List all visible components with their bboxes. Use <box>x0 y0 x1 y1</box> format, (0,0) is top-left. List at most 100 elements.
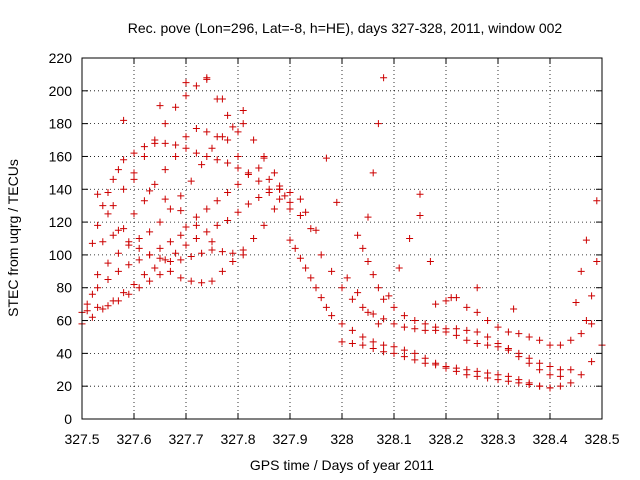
y-tick-label: 60 <box>56 313 72 329</box>
data-point <box>114 267 122 275</box>
data-point <box>380 341 388 349</box>
data-point <box>125 261 133 269</box>
data-point <box>104 259 112 267</box>
data-point <box>322 154 330 162</box>
y-tick-label: 40 <box>56 345 72 361</box>
data-point <box>140 152 148 160</box>
data-point <box>395 264 403 272</box>
data-point <box>192 235 200 242</box>
data-point <box>328 267 336 275</box>
grid-lines <box>82 58 602 419</box>
data-point <box>302 208 310 216</box>
data-point <box>494 323 502 331</box>
data-point <box>255 193 263 201</box>
data-point <box>218 267 226 275</box>
data-point <box>94 284 102 292</box>
x-tick-label: 327.6 <box>116 431 151 447</box>
data-point <box>281 192 289 200</box>
data-point <box>556 341 564 349</box>
data-point <box>177 207 185 215</box>
data-point <box>338 338 346 346</box>
data-point <box>484 317 492 325</box>
data-point <box>484 341 492 349</box>
y-tick-label: 100 <box>49 247 73 263</box>
data-point <box>354 289 362 297</box>
data-point <box>452 364 460 372</box>
data-point <box>421 359 429 367</box>
data-point <box>317 251 325 259</box>
y-tick-label: 160 <box>49 148 73 164</box>
data-point <box>406 235 414 242</box>
data-point <box>348 326 356 334</box>
data-point <box>192 221 200 229</box>
data-point <box>302 264 310 272</box>
data-point <box>291 244 299 252</box>
data-point <box>208 246 216 254</box>
data-point <box>166 267 174 275</box>
data-point <box>229 123 237 131</box>
data-point <box>338 320 346 328</box>
data-point <box>208 238 216 246</box>
data-point <box>364 213 372 221</box>
data-point <box>265 185 273 193</box>
data-point <box>161 166 169 174</box>
data-point <box>156 218 164 226</box>
y-tick-label: 20 <box>56 378 72 394</box>
y-tick-label: 120 <box>49 214 73 230</box>
data-point <box>390 320 398 328</box>
data-point <box>88 313 96 321</box>
y-tick-label: 140 <box>49 181 73 197</box>
data-point <box>94 190 102 198</box>
data-point <box>546 371 554 379</box>
data-point <box>234 152 242 160</box>
data-point <box>421 320 429 328</box>
data-point <box>94 303 102 311</box>
data-point <box>504 372 512 380</box>
data-point <box>99 238 107 246</box>
data-point <box>94 271 102 279</box>
data-point <box>166 238 174 246</box>
data-point <box>416 212 424 220</box>
data-point <box>473 367 481 375</box>
data-point <box>130 280 138 288</box>
y-tick-label: 220 <box>49 50 73 66</box>
data-point <box>255 177 263 185</box>
data-point <box>166 257 174 265</box>
data-point <box>276 195 284 203</box>
data-point <box>182 133 190 141</box>
data-point <box>140 143 148 151</box>
data-point <box>109 231 117 239</box>
data-point <box>593 257 601 265</box>
data-point <box>296 212 304 220</box>
x-tick-label: 328.5 <box>584 431 619 447</box>
data-point <box>463 303 471 311</box>
x-tick-label: 328.1 <box>376 431 411 447</box>
data-point <box>198 249 206 257</box>
data-point <box>203 205 211 213</box>
data-point <box>192 125 200 133</box>
data-point <box>374 320 382 328</box>
data-point <box>452 325 460 333</box>
data-point <box>187 277 195 285</box>
data-point <box>172 249 180 257</box>
data-point <box>182 144 190 152</box>
data-point <box>161 139 169 147</box>
data-point <box>473 308 481 316</box>
data-point <box>380 315 388 323</box>
data-point <box>120 156 128 164</box>
x-tick-label: 328.3 <box>480 431 515 447</box>
x-tick-label: 327.5 <box>64 431 99 447</box>
data-point <box>504 328 512 336</box>
data-point <box>172 152 180 160</box>
data-point <box>286 236 294 244</box>
data-point <box>120 116 128 124</box>
data-point <box>198 279 206 287</box>
data-point <box>114 166 122 174</box>
data-point <box>572 298 580 306</box>
data-point <box>270 205 278 213</box>
data-point <box>172 103 180 111</box>
data-point <box>88 239 96 247</box>
data-point <box>104 189 112 197</box>
data-point <box>161 256 169 264</box>
